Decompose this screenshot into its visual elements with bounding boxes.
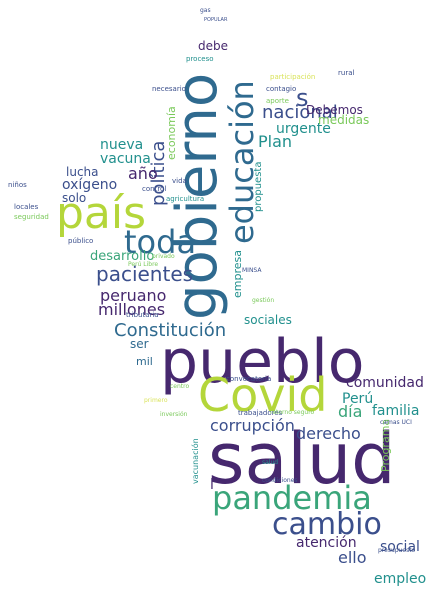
word-privado: privado	[152, 253, 175, 260]
word-mil: mil	[136, 355, 153, 368]
word-pacientes: pacientes	[96, 262, 194, 286]
word-covid: Covid	[198, 368, 328, 422]
word-centro: centro	[170, 383, 190, 390]
word-peru-libre: Perú Libre	[128, 261, 159, 268]
word-debemos: Debemos	[306, 103, 363, 117]
word-necesario: necesario	[152, 85, 186, 93]
word-gas: gas	[200, 7, 211, 14]
word-constitucion: Constitución	[114, 320, 227, 341]
word-derecho: derecho	[296, 424, 361, 443]
word-ninos: niños	[8, 181, 27, 189]
word-convocatoria: convocatoria	[226, 375, 272, 383]
word-contagio: contagio	[266, 85, 297, 93]
word-lucha: lucha	[66, 165, 99, 179]
word-minsa: MINSA	[242, 267, 262, 274]
word-peru: Perú	[342, 391, 374, 407]
word-programa: Programa	[379, 418, 392, 472]
word-cambio: cambio	[272, 507, 382, 542]
word-oxigeno: oxígeno	[62, 177, 118, 193]
word-ser: ser	[130, 337, 149, 351]
word-vida: vida	[172, 177, 187, 185]
word-toda: toda	[124, 223, 197, 261]
word-propuesta: propuesta	[253, 161, 264, 212]
word-l: l	[210, 477, 214, 493]
word-participacion: participación	[270, 73, 316, 81]
word-locales: locales	[14, 203, 39, 211]
word-medidas: medidas	[318, 113, 370, 127]
word-debe: debe	[198, 39, 228, 53]
word-corrupcion: corrupción	[210, 416, 295, 435]
word-ano: año	[128, 164, 158, 183]
word-proceso: proceso	[186, 55, 214, 63]
word-s: s	[296, 84, 309, 112]
word-sociales: sociales	[244, 313, 292, 327]
word-camas-uci: camas UCI	[380, 419, 412, 426]
word-aporte: aporte	[266, 97, 289, 105]
word-salud: salud	[208, 418, 396, 500]
word-millones: millones	[98, 300, 166, 319]
word-retorno-seguro: retorno seguro	[270, 409, 315, 416]
word-agricultura: agricultura	[166, 195, 205, 203]
word-familia: familia	[372, 403, 420, 419]
word-pais: país	[56, 188, 147, 239]
word-inversion: inversión	[160, 411, 188, 418]
word-condiciones: condiciones	[262, 477, 298, 484]
word-presupuesto: presupuesto	[378, 547, 416, 554]
word-pandemia: pandemia	[212, 479, 372, 517]
word-dia: día	[338, 402, 363, 421]
word-vacunacion: vacunación	[191, 438, 200, 484]
word-social: social	[380, 539, 420, 555]
word-plan: Plan	[258, 132, 293, 151]
word-primero: primero	[144, 397, 168, 404]
word-rural: rural	[338, 69, 355, 77]
word-desarrollo: desarrollo	[90, 249, 155, 264]
word-vacuna: vacuna	[100, 151, 151, 167]
word-solo: solo	[62, 191, 87, 205]
word-urgente: urgente	[276, 121, 331, 137]
word-control: control	[142, 185, 167, 193]
word-publico: público	[68, 237, 94, 245]
word-popular: POPULAR	[204, 17, 228, 23]
word-comunidad: comunidad	[346, 375, 424, 391]
word-ello: ello	[338, 548, 367, 567]
word-atencion: atención	[296, 535, 357, 551]
word-peruano: peruano	[100, 286, 167, 305]
word-tributaria: tributaria	[126, 311, 159, 319]
word-pueblo: pueblo	[160, 327, 365, 397]
word-trabajadores: trabajadores	[238, 409, 283, 417]
word-salud-small: salud	[262, 459, 279, 466]
word-gestion: gestión	[252, 297, 275, 304]
word-nueva: nueva	[100, 137, 144, 153]
word-empresa: empresa	[231, 250, 244, 298]
word-economia: economía	[165, 106, 178, 160]
word-nacional: nacional	[262, 102, 338, 123]
word-empleo: empleo	[374, 571, 427, 587]
word-seguridad: seguridad	[14, 213, 49, 221]
